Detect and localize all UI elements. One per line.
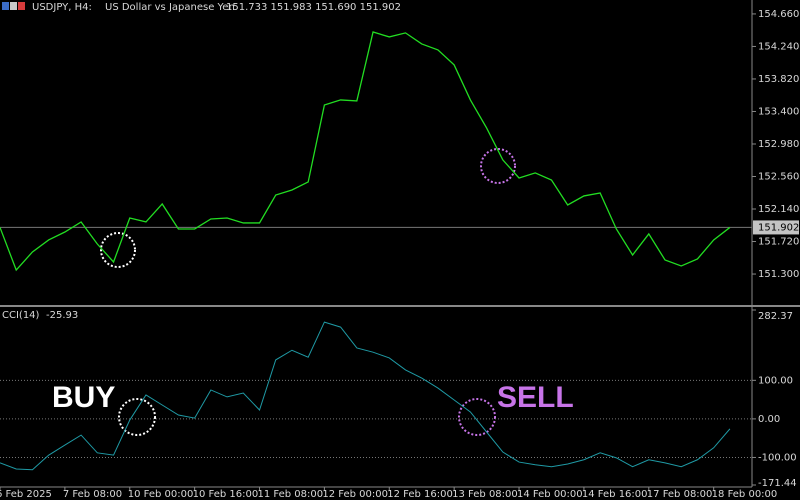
- y-tick-label: 100.00: [758, 375, 793, 386]
- x-tick-label: 11 Feb 08:00: [258, 489, 324, 500]
- buy-circle: [118, 398, 156, 436]
- y-tick-label: 151.300: [758, 269, 799, 280]
- y-tick-label: 153.820: [758, 74, 799, 85]
- current-price-label: 151.902: [758, 222, 799, 233]
- sell-label: SELL: [497, 381, 574, 414]
- symbol-icon: [2, 2, 25, 10]
- y-tick-label: 154.660: [758, 9, 799, 20]
- x-tick-label: 10 Feb 00:00: [128, 489, 194, 500]
- data-line: [0, 31, 731, 272]
- sell-circle: [480, 148, 516, 184]
- buy-circle: [100, 232, 136, 268]
- sell-circle: [458, 398, 496, 436]
- y-tick-label: 152.140: [758, 204, 799, 215]
- y-tick-label: -171.44: [758, 478, 797, 489]
- current-price-box: [753, 220, 799, 235]
- x-tick-label: 13 Feb 08:00: [452, 489, 518, 500]
- y-tick-label: -100.00: [758, 452, 797, 463]
- indicator-title: CCI(14): [2, 310, 40, 321]
- symbol-description: US Dollar vs Japanese Yen: [105, 2, 235, 13]
- x-tick-label: 14 Feb 16:00: [582, 489, 648, 500]
- y-tick-label: 151.720: [758, 237, 799, 248]
- indicator-value: -25.93: [46, 310, 78, 321]
- symbol-title: USDJPY, H4:: [32, 2, 92, 13]
- x-tick-label: 6 Feb 2025: [0, 489, 52, 500]
- y-tick-label: 154.240: [758, 41, 799, 52]
- y-tick-label: 153.400: [758, 106, 799, 117]
- ohlc-quote: 151.733 151.983 151.690 151.902: [226, 2, 401, 13]
- y-tick-label: 282.37: [758, 311, 793, 322]
- x-tick-label: 10 Feb 16:00: [193, 489, 259, 500]
- buy-label: BUY: [52, 381, 115, 414]
- y-tick-label: 0.00: [758, 414, 780, 425]
- x-tick-label: 14 Feb 00:00: [517, 489, 583, 500]
- x-tick-label: 12 Feb 00:00: [322, 489, 388, 500]
- x-tick-label: 17 Feb 08:00: [647, 489, 713, 500]
- y-tick-label: 152.560: [758, 171, 799, 182]
- y-tick-label: 152.980: [758, 139, 799, 150]
- x-tick-label: 18 Feb 00:00: [712, 489, 778, 500]
- x-tick-label: 12 Feb 16:00: [387, 489, 453, 500]
- x-tick-label: 7 Feb 08:00: [63, 489, 122, 500]
- data-line: [0, 321, 731, 471]
